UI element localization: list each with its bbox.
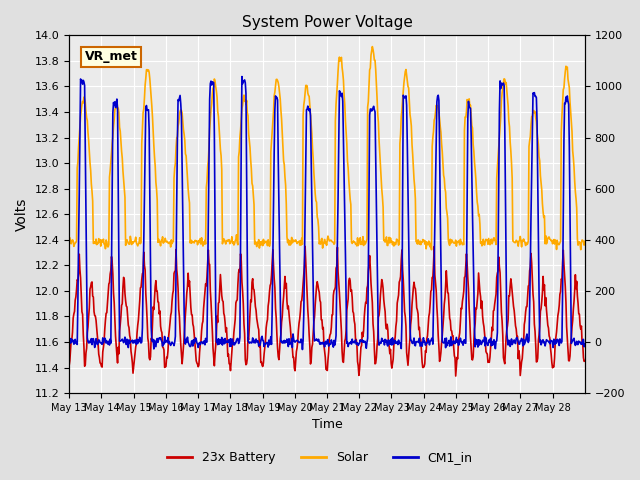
Title: System Power Voltage: System Power Voltage (241, 15, 412, 30)
Text: VR_met: VR_met (84, 50, 138, 63)
CM1_in (410, 335, 418, 341)
Solar (65, 241, 73, 247)
23x Battery (301, 243, 309, 249)
23x Battery (246, 312, 254, 318)
Line: Solar: Solar (69, 47, 585, 250)
23x Battery (221, 313, 228, 319)
CM1_in (65, 335, 73, 340)
CM1_in (381, 336, 389, 342)
Legend: 23x Battery, Solar, CM1_in: 23x Battery, Solar, CM1_in (163, 446, 477, 469)
23x Battery (126, 333, 134, 338)
Solar (381, 237, 388, 242)
Solar (410, 165, 417, 171)
Solar (266, 243, 273, 249)
CM1_in (238, 73, 246, 79)
CM1_in (247, 339, 255, 345)
23x Battery (452, 373, 460, 379)
23x Battery (581, 358, 589, 364)
23x Battery (266, 289, 273, 295)
Solar (581, 239, 589, 244)
Solar (428, 247, 435, 252)
X-axis label: Time: Time (312, 419, 342, 432)
23x Battery (410, 285, 417, 290)
Solar (221, 237, 228, 243)
Solar (126, 241, 134, 247)
CM1_in (266, 338, 274, 344)
CM1_in (299, 347, 307, 352)
Line: 23x Battery: 23x Battery (69, 246, 585, 376)
CM1_in (581, 341, 589, 347)
Y-axis label: Volts: Volts (15, 198, 29, 231)
Line: CM1_in: CM1_in (69, 76, 585, 349)
Solar (246, 144, 254, 150)
23x Battery (65, 363, 73, 369)
CM1_in (126, 340, 134, 346)
CM1_in (221, 341, 228, 347)
23x Battery (381, 303, 388, 309)
Solar (369, 44, 376, 49)
